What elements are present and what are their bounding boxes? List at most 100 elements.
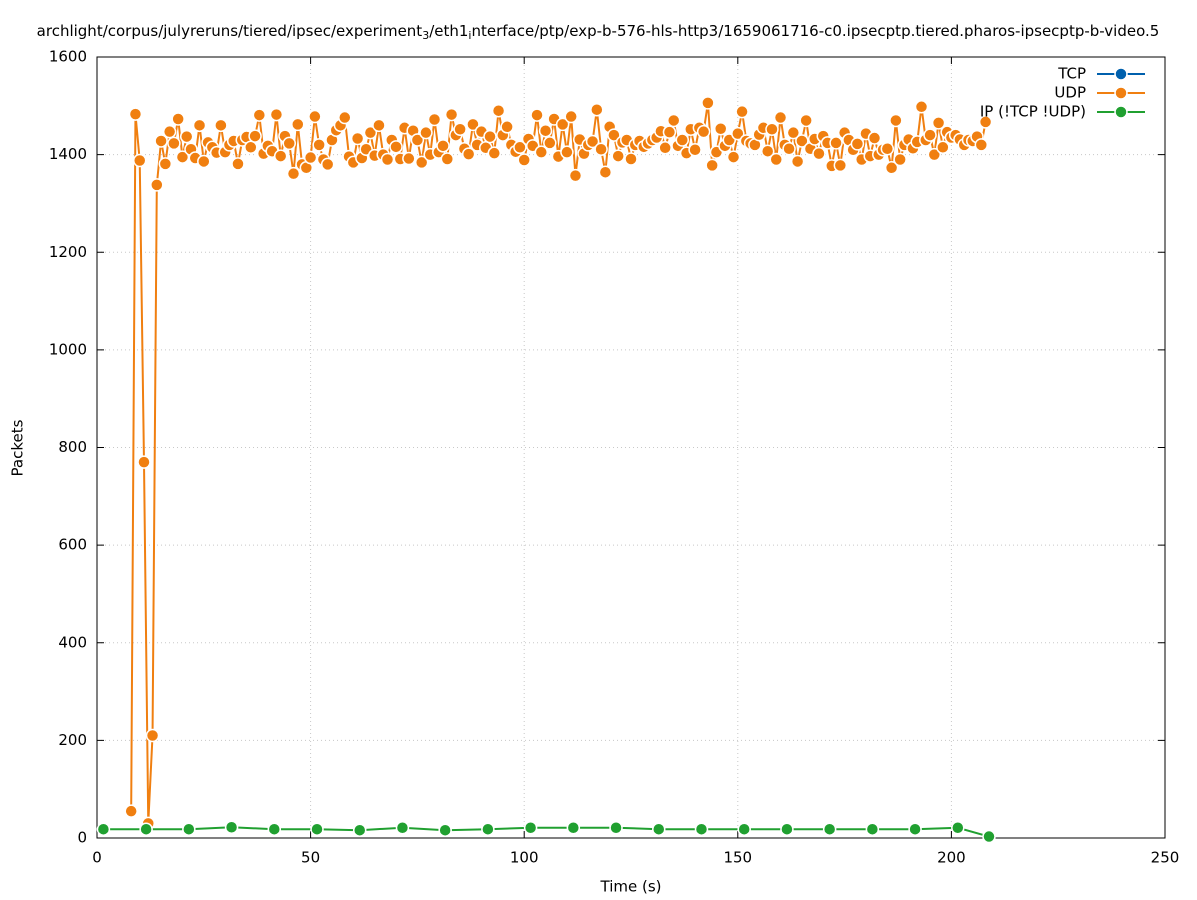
data-point bbox=[701, 96, 715, 110]
data-point bbox=[880, 142, 895, 156]
title-subscript: 3 bbox=[422, 29, 429, 42]
data-point bbox=[436, 139, 450, 153]
x-axis-label: Time (s) bbox=[600, 878, 662, 896]
data-point bbox=[893, 152, 907, 167]
data-point bbox=[252, 108, 267, 122]
y-axis-label: Packets bbox=[9, 419, 27, 476]
data-point bbox=[96, 822, 111, 836]
data-point bbox=[850, 137, 865, 151]
data-point bbox=[923, 128, 937, 142]
data-point bbox=[154, 134, 168, 148]
data-point bbox=[523, 820, 538, 835]
series-line bbox=[103, 826, 990, 838]
legend-marker bbox=[1114, 86, 1128, 100]
data-point bbox=[483, 129, 497, 144]
data-point bbox=[884, 161, 899, 175]
data-point bbox=[380, 152, 395, 167]
data-point bbox=[974, 138, 989, 152]
data-point bbox=[914, 100, 929, 114]
data-point bbox=[438, 823, 452, 837]
data-point bbox=[936, 140, 950, 155]
data-point bbox=[453, 122, 467, 136]
data-point bbox=[585, 134, 600, 149]
data-point bbox=[534, 145, 549, 159]
data-point bbox=[713, 122, 728, 136]
data-point bbox=[927, 147, 942, 162]
x-tick-label: 100 bbox=[510, 849, 539, 867]
data-point bbox=[662, 125, 677, 139]
data-point bbox=[419, 125, 433, 140]
data-point bbox=[786, 125, 801, 140]
data-point bbox=[481, 822, 495, 836]
data-point bbox=[427, 112, 442, 127]
data-point bbox=[812, 146, 826, 161]
title-part: nterface/ptp/exp-b-576-hls-http3/1659061… bbox=[471, 22, 1159, 40]
data-point bbox=[568, 168, 583, 183]
data-point bbox=[530, 108, 544, 122]
data-point bbox=[611, 149, 625, 163]
data-point bbox=[414, 155, 429, 170]
data-point bbox=[590, 102, 604, 117]
data-point bbox=[372, 118, 386, 133]
data-point bbox=[310, 822, 324, 836]
data-point bbox=[214, 118, 228, 133]
title-part: /eth1 bbox=[429, 22, 468, 40]
data-point bbox=[982, 829, 996, 844]
title-subscript: i bbox=[468, 29, 471, 42]
data-point bbox=[491, 103, 506, 118]
data-point bbox=[158, 157, 173, 171]
legend-label: IP (!TCP !UDP) bbox=[980, 103, 1086, 121]
data-point bbox=[726, 150, 741, 164]
data-point bbox=[389, 140, 403, 154]
data-point bbox=[666, 113, 681, 128]
legend-label: TCP bbox=[1057, 65, 1086, 83]
data-point bbox=[171, 112, 185, 126]
data-point bbox=[132, 153, 147, 168]
data-point bbox=[675, 133, 690, 147]
data-point bbox=[760, 144, 775, 158]
data-point bbox=[350, 131, 365, 146]
data-point bbox=[197, 154, 211, 169]
data-point bbox=[737, 822, 751, 836]
data-point bbox=[291, 117, 305, 132]
plot-border bbox=[96, 56, 1166, 839]
data-point bbox=[267, 822, 282, 836]
data-point bbox=[487, 146, 502, 160]
data-point bbox=[179, 129, 194, 144]
data-point bbox=[308, 109, 322, 124]
chart-title: archlight/corpus/julyreruns/tiered/ipsec… bbox=[37, 22, 1160, 43]
data-point bbox=[594, 142, 608, 157]
data-point bbox=[162, 124, 177, 139]
y-tick-label: 1600 bbox=[49, 48, 87, 66]
data-point bbox=[705, 158, 719, 173]
data-point bbox=[167, 136, 181, 151]
data-point bbox=[312, 138, 326, 152]
data-point bbox=[607, 128, 621, 142]
data-point bbox=[564, 109, 578, 124]
data-point bbox=[517, 153, 531, 167]
data-point bbox=[145, 728, 160, 743]
data-point bbox=[694, 822, 709, 836]
data-point bbox=[735, 104, 749, 119]
data-point bbox=[402, 151, 416, 166]
data-point bbox=[303, 150, 318, 165]
data-point bbox=[273, 149, 288, 163]
title-part: archlight/corpus/julyreruns/tiered/ipsec… bbox=[37, 22, 423, 40]
data-point bbox=[320, 157, 335, 172]
y-tick-label: 400 bbox=[58, 633, 87, 651]
data-point bbox=[769, 152, 783, 167]
data-point bbox=[150, 178, 164, 192]
data-point bbox=[192, 118, 207, 133]
data-point bbox=[244, 140, 258, 155]
data-point bbox=[978, 115, 993, 129]
data-point bbox=[466, 117, 480, 132]
data-point bbox=[124, 804, 138, 818]
data-point bbox=[182, 822, 196, 836]
data-point bbox=[224, 820, 239, 835]
data-point bbox=[782, 142, 796, 156]
data-point bbox=[731, 126, 745, 141]
data-point bbox=[799, 113, 813, 128]
data-point bbox=[560, 145, 574, 159]
data-point bbox=[696, 124, 711, 139]
